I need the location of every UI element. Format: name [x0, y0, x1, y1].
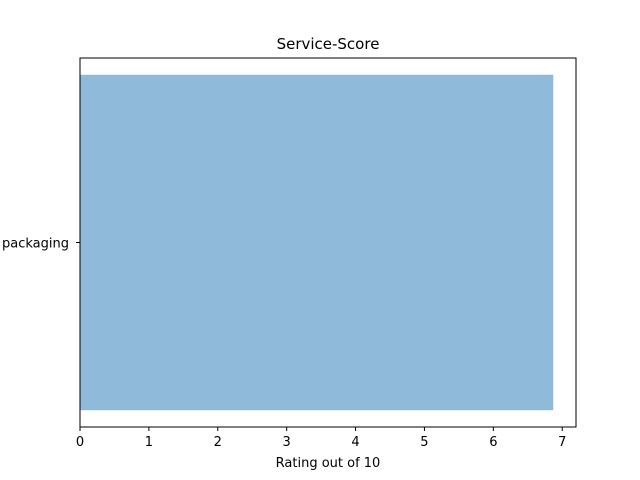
- x-tick-label: 0: [76, 435, 84, 450]
- x-tick-label: 7: [558, 435, 566, 450]
- x-tick-label: 1: [145, 435, 153, 450]
- x-tick-label: 2: [214, 435, 222, 450]
- bar-packaging: [80, 74, 554, 411]
- x-tick-label: 6: [489, 435, 497, 450]
- bars-layer: [80, 74, 554, 411]
- y-axis-ticks: packaging: [2, 237, 80, 252]
- x-axis-ticks: 0 1 2 3 4 5 6 7: [76, 427, 566, 450]
- x-tick-label: 4: [351, 435, 359, 450]
- y-tick-label: packaging: [2, 237, 69, 252]
- x-tick-label: 3: [283, 435, 291, 450]
- x-axis-label: Rating out of 10: [276, 456, 381, 471]
- x-tick-label: 5: [420, 435, 428, 450]
- chart-title: Service-Score: [277, 35, 380, 53]
